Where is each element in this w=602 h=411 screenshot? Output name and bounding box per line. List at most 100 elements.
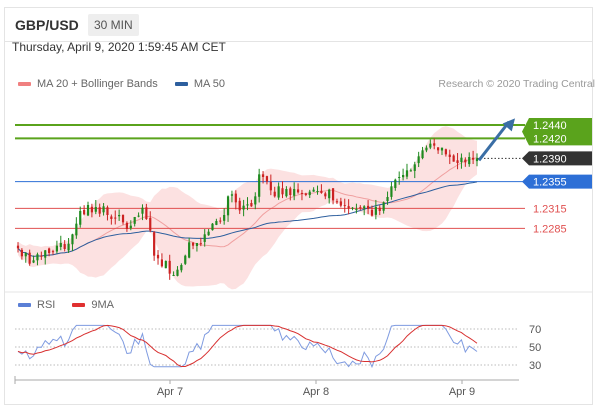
candle-body <box>188 242 191 258</box>
candle-body <box>102 206 105 213</box>
candle-body <box>141 207 144 214</box>
candle-body <box>94 207 97 212</box>
legend-swatch-ma50 <box>174 82 188 87</box>
candle-body <box>184 255 187 264</box>
candle-body <box>176 269 179 276</box>
candle-body <box>320 190 323 193</box>
candle-body <box>137 215 140 217</box>
candle-body <box>106 207 109 215</box>
candle-body <box>359 207 362 209</box>
candle-body <box>168 260 171 274</box>
candle-body <box>401 175 405 178</box>
candle-body <box>223 215 226 221</box>
candle-body <box>343 205 346 207</box>
candle-body <box>277 186 280 198</box>
candle-body <box>254 196 257 205</box>
candle-body <box>24 253 27 257</box>
legend-label-ma50: MA 50 <box>193 78 226 90</box>
candle-body <box>289 188 292 195</box>
candle-body <box>351 207 354 209</box>
candle-body <box>172 275 175 276</box>
candle-body <box>440 147 444 151</box>
candle-body <box>460 157 463 162</box>
candle-body <box>121 214 125 223</box>
candle-body <box>207 231 210 236</box>
x-tick-label-2: Apr 9 <box>449 386 475 398</box>
timestamp: Thursday, April 9, 2020 1:59:45 AM CET <box>12 40 226 54</box>
candle-body <box>36 254 39 261</box>
candle-body <box>211 223 214 231</box>
legend-label-rsi: RSI <box>37 299 56 311</box>
legend-label-9ma: 9MA <box>91 299 115 311</box>
candle-body <box>153 232 156 256</box>
candle-body <box>312 189 315 192</box>
candle-body <box>203 234 206 242</box>
candle-body <box>242 205 245 210</box>
rsi-tick-label-30: 30 <box>529 360 541 372</box>
candle-body <box>409 170 412 172</box>
candle-body <box>347 206 350 209</box>
rsi-tick-label-50: 50 <box>529 342 541 354</box>
candle-body <box>269 181 272 191</box>
candle-body <box>118 215 121 217</box>
candle-body <box>429 143 432 148</box>
candle-body <box>246 204 249 206</box>
candle-body <box>238 200 241 211</box>
candle-body <box>464 159 467 163</box>
candle-body <box>468 157 471 165</box>
candle-body <box>300 192 304 194</box>
candle-body <box>433 143 436 146</box>
candle-body <box>413 164 416 171</box>
resistance-tag-bg <box>522 118 592 146</box>
candle-body <box>390 186 393 197</box>
timeframe-badge[interactable]: 30 MIN <box>88 14 139 36</box>
candle-body <box>83 209 86 215</box>
candle-body <box>405 170 409 177</box>
candle-body <box>40 255 43 257</box>
pivot-tag: 1.2355 <box>522 174 592 189</box>
legend-swatch-rsi <box>18 303 31 308</box>
candle-body <box>293 189 296 196</box>
candle-body <box>386 197 389 202</box>
x-tick-label-1: Apr 8 <box>303 386 329 398</box>
candle-body <box>133 217 136 224</box>
legend-swatch-9ma <box>72 303 86 308</box>
candle-body <box>160 259 164 267</box>
candle-body <box>110 216 113 219</box>
legend-item-rsi: RSI <box>18 299 58 311</box>
legend-item-bollinger: MA 20 + Bollinger Bands <box>18 78 161 90</box>
ma50-line <box>17 181 478 257</box>
candle-body <box>417 156 420 164</box>
legend-item-ma50: MA 50 <box>174 78 226 90</box>
candle-body <box>316 191 319 192</box>
candle-body <box>180 265 183 271</box>
candle-body <box>59 243 62 247</box>
rsi-legend: RSI 9MA <box>18 299 128 311</box>
candle-body <box>226 196 230 216</box>
candle-body <box>444 149 447 155</box>
candle-body <box>67 243 70 251</box>
candle-body <box>472 157 475 160</box>
rsi-line <box>17 324 478 369</box>
candle-body <box>285 189 288 197</box>
current-price-tag: 1.2390 <box>522 151 592 166</box>
price-legend: MA 20 + Bollinger Bands MA 50 <box>18 78 239 90</box>
candle-body <box>164 261 167 269</box>
candle-body <box>63 244 66 249</box>
candle-body <box>215 221 218 225</box>
candle-body <box>191 242 195 246</box>
candle-body <box>273 191 276 197</box>
level-label-2: 1.2390 <box>533 153 567 165</box>
candle-body <box>370 209 374 216</box>
pivot-tag-bg <box>522 174 592 189</box>
legend-swatch-bollinger <box>18 82 31 87</box>
candle-body <box>265 176 269 182</box>
rsi-tick-label-70: 70 <box>529 324 541 336</box>
candle-body <box>44 250 47 258</box>
candle-body <box>339 201 342 206</box>
candle-body <box>448 154 451 157</box>
candle-body <box>475 158 479 162</box>
candle-body <box>71 234 74 245</box>
candles <box>16 138 479 280</box>
candle-body <box>437 147 440 151</box>
